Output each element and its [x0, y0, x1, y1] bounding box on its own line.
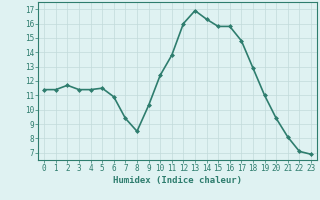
X-axis label: Humidex (Indice chaleur): Humidex (Indice chaleur) — [113, 176, 242, 185]
